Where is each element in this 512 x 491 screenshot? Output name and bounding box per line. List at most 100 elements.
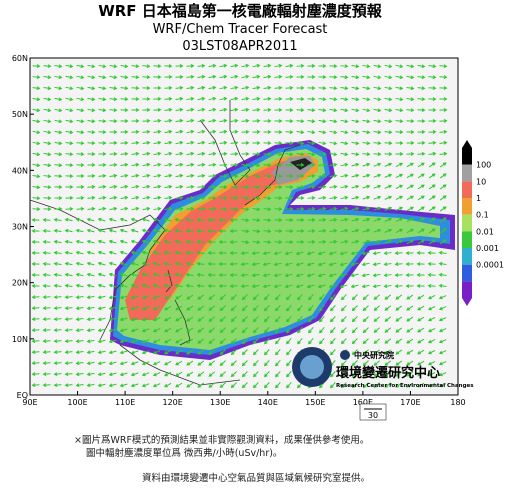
wind-arrow <box>417 86 426 91</box>
wind-arrow <box>406 195 414 201</box>
wind-arrow <box>251 251 260 256</box>
wind-arrow <box>264 382 270 389</box>
wind-arrow <box>76 86 85 91</box>
wind-arrow <box>130 283 139 288</box>
wind-arrow <box>329 228 338 233</box>
wind-arrow <box>119 306 128 311</box>
wind-arrow <box>65 163 74 168</box>
wind-arrow <box>186 305 194 311</box>
wind-arrow <box>241 85 250 90</box>
wind-arrow <box>230 140 239 145</box>
wind-arrow <box>351 316 358 323</box>
wind-arrow <box>439 75 448 80</box>
wind-arrow <box>318 152 327 157</box>
wind-arrow <box>262 273 271 278</box>
wind-arrow <box>230 118 239 123</box>
wind-arrow <box>119 339 128 344</box>
wind-arrow <box>87 75 96 80</box>
wind-arrow <box>31 306 40 311</box>
wind-arrow <box>219 294 226 300</box>
wind-arrow <box>208 140 217 145</box>
wind-arrow <box>208 63 217 68</box>
wind-arrow <box>295 262 304 267</box>
wind-arrow <box>417 371 425 377</box>
wind-arrow <box>130 295 139 300</box>
wind-arrow <box>362 371 369 378</box>
wind-arrow <box>64 383 73 388</box>
wind-arrow <box>163 239 172 244</box>
wind-arrow <box>252 360 259 367</box>
wind-arrow <box>384 294 392 300</box>
wind-arrow <box>296 207 305 211</box>
wind-arrow <box>252 294 259 301</box>
wind-arrow <box>76 75 85 80</box>
wind-arrow <box>384 86 393 91</box>
wind-arrow <box>373 382 380 388</box>
wind-arrow <box>329 141 338 146</box>
wind-arrow <box>351 173 360 178</box>
wind-arrow <box>406 371 414 377</box>
wind-arrow <box>285 85 294 90</box>
wind-arrow <box>197 118 206 123</box>
wind-arrow <box>152 283 161 288</box>
wind-arrow <box>318 130 327 135</box>
wind-arrow <box>240 262 249 267</box>
wind-arrow <box>373 371 380 377</box>
wind-arrow <box>208 371 216 377</box>
wind-arrow <box>351 349 358 356</box>
wind-arrow <box>53 339 62 344</box>
wind-arrow <box>98 75 107 80</box>
wind-arrow <box>296 174 305 178</box>
wind-arrow <box>252 371 259 378</box>
wind-arrow <box>75 261 84 266</box>
wind-arrow <box>417 184 425 190</box>
wind-arrow <box>329 195 338 200</box>
wind-arrow <box>241 174 250 179</box>
wind-arrow <box>395 173 404 178</box>
wind-arrow <box>142 97 151 101</box>
wind-arrow <box>32 97 41 102</box>
wind-arrow <box>31 350 40 355</box>
lon-label: 160E <box>353 398 373 407</box>
wind-arrow <box>42 350 51 355</box>
wind-arrow <box>54 185 63 189</box>
wind-arrow <box>42 217 51 222</box>
colorbar-label: 10 <box>476 177 486 186</box>
wind-arrow <box>207 240 216 244</box>
wind-arrow <box>340 371 347 378</box>
wind-arrow <box>153 75 162 79</box>
map: 60N 50N 40N 30N 20N 10N EQ 90E 100E 110E 120E 130E… <box>12 54 466 407</box>
wind-arrow <box>109 86 118 91</box>
wind-arrow <box>130 361 139 366</box>
wind-arrow <box>286 338 292 345</box>
wind-arrow <box>97 317 106 322</box>
wind-arrow <box>351 152 360 157</box>
wind-arrow <box>186 96 195 101</box>
wind-arrow <box>252 229 261 234</box>
wind-arrow <box>405 284 414 288</box>
wind-arrow <box>383 273 392 278</box>
wind-arrow <box>152 328 161 333</box>
wind-arrow <box>208 294 216 300</box>
wind-arrow <box>76 185 85 189</box>
wind-arrow <box>275 294 281 301</box>
wind-arrow <box>141 272 150 277</box>
wind-arrow <box>417 382 425 388</box>
wind-arrow <box>395 305 403 311</box>
wind-arrow <box>142 151 151 156</box>
wind-arrow <box>395 294 403 300</box>
wind-arrow <box>362 228 371 233</box>
wind-arrow <box>285 97 294 101</box>
wind-arrow <box>142 206 151 211</box>
wind-arrow <box>153 107 162 112</box>
wind-arrow <box>241 196 250 201</box>
wind-arrow <box>108 217 117 222</box>
wind-arrow <box>197 316 205 322</box>
wind-arrow <box>262 251 271 256</box>
wind-arrow <box>119 328 128 333</box>
wind-arrow <box>31 295 40 300</box>
wind-arrow <box>263 196 272 201</box>
wind-arrow <box>32 174 41 179</box>
lon-label: 170E <box>400 398 420 407</box>
wind-arrow <box>318 141 327 146</box>
